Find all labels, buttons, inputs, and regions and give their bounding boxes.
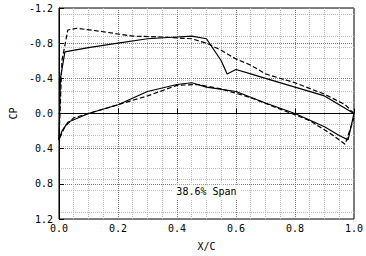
svg-text:1.2: 1.2 bbox=[34, 213, 53, 225]
svg-text:0.8: 0.8 bbox=[35, 178, 53, 189]
svg-text:-0.8: -0.8 bbox=[29, 38, 53, 49]
svg-text:0.4: 0.4 bbox=[35, 143, 53, 154]
svg-text:0.4: 0.4 bbox=[168, 223, 186, 234]
svg-text:-1.2: -1.2 bbox=[29, 3, 53, 14]
svg-text:1.0: 1.0 bbox=[345, 223, 363, 234]
svg-text:0.8: 0.8 bbox=[286, 223, 304, 234]
svg-text:0.0: 0.0 bbox=[50, 223, 68, 234]
svg-text:0.2: 0.2 bbox=[109, 223, 127, 234]
svg-text:X/C: X/C bbox=[197, 241, 215, 252]
svg-text:-0.4: -0.4 bbox=[29, 73, 53, 84]
svg-text:0.6: 0.6 bbox=[227, 223, 245, 234]
svg-text:CP: CP bbox=[8, 107, 19, 119]
svg-text:38.6% Span: 38.6% Span bbox=[176, 186, 236, 197]
svg-text:0.0: 0.0 bbox=[35, 108, 53, 119]
